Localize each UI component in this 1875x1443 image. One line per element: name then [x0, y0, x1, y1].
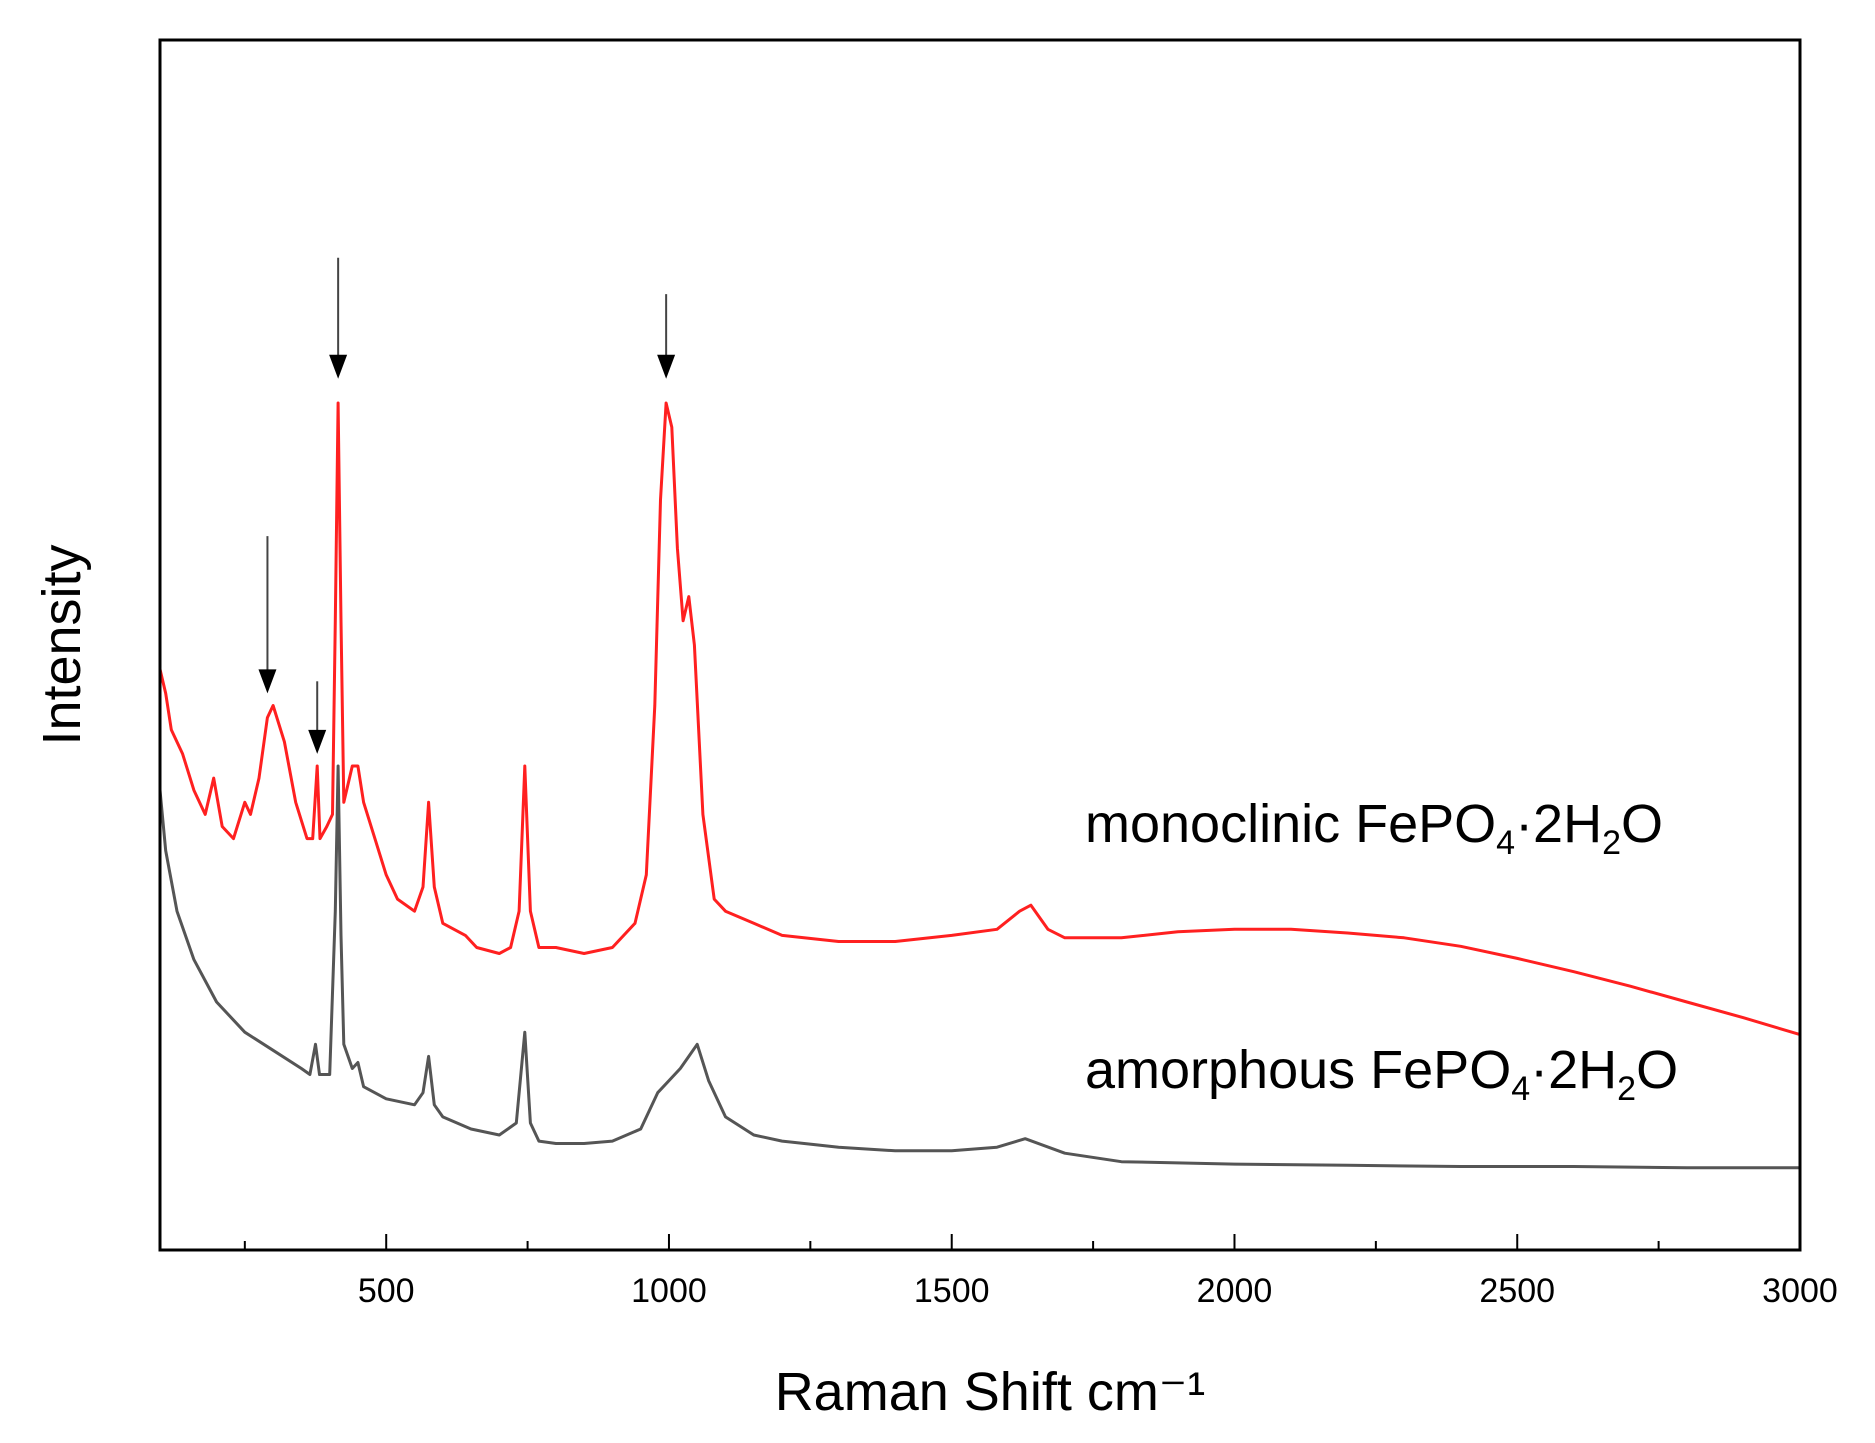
- x-tick-label: 500: [358, 1272, 415, 1310]
- label-subscript: 4: [1511, 1070, 1530, 1108]
- label-text: O: [1636, 1040, 1678, 1100]
- peak-arrow: [657, 294, 676, 379]
- label-text: amorphous FePO: [1085, 1040, 1511, 1100]
- x-tick-label: 1000: [631, 1272, 707, 1310]
- label-subscript: 2: [1602, 824, 1621, 862]
- label-subscript: 2: [1617, 1070, 1636, 1108]
- label-subscript: 4: [1496, 824, 1515, 862]
- x-tick-label: 2000: [1197, 1272, 1273, 1310]
- label-text: monoclinic FePO: [1085, 794, 1496, 854]
- y-axis-title: Intensity: [32, 544, 92, 745]
- plot-frame: [158, 38, 1802, 1252]
- series-label-monoclinic: monoclinic FePO4·2H2O: [1085, 794, 1663, 862]
- plot-layer: [158, 401, 1801, 1170]
- label-text: ·2H: [1530, 1040, 1617, 1100]
- peak-arrow: [308, 681, 327, 754]
- peak-arrows: [258, 257, 676, 754]
- label-text: O: [1621, 794, 1663, 854]
- series-line-amorphous: [158, 764, 1800, 1170]
- x-axis-title: Raman Shift cm⁻¹: [775, 1362, 1206, 1422]
- peak-arrow: [329, 257, 348, 379]
- x-tick-label: 1500: [914, 1272, 990, 1310]
- series-line-monoclinic: [158, 401, 1801, 1037]
- series-label-amorphous: amorphous FePO4·2H2O: [1085, 1040, 1678, 1108]
- x-axis-ticks: 500 1000 1500 2000 2500 3000: [243, 1234, 1838, 1310]
- peak-arrow: [258, 536, 277, 694]
- label-text: ·2H: [1515, 794, 1602, 854]
- x-tick-label: 3000: [1762, 1272, 1838, 1310]
- x-tick-label: 2500: [1479, 1272, 1555, 1310]
